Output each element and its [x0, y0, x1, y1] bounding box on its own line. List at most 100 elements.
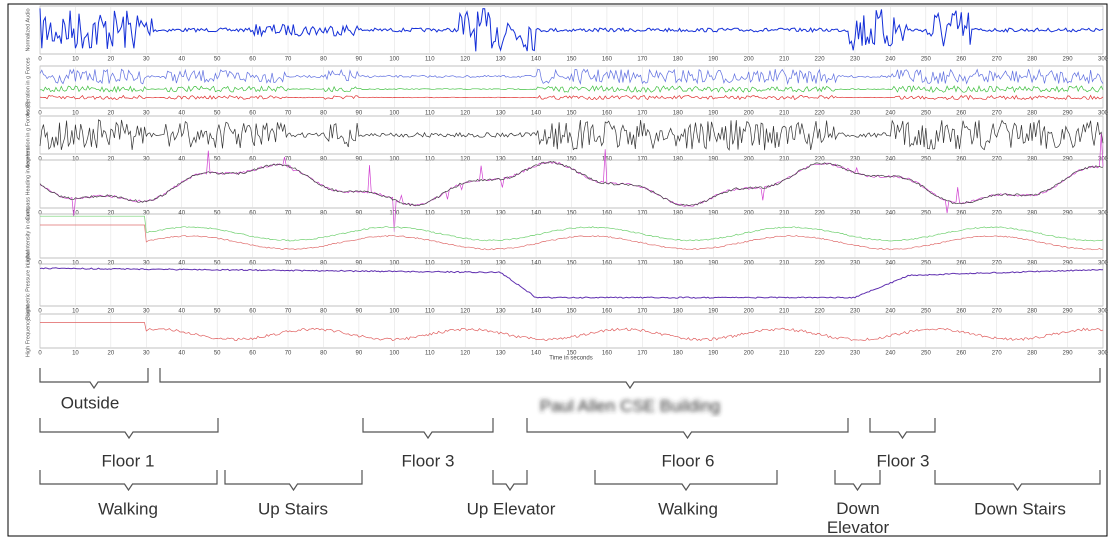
x-tick-label: 30: [143, 57, 150, 63]
x-tick-label: 30: [143, 261, 150, 267]
bracket: [526, 418, 849, 440]
x-tick-label: 250: [921, 57, 932, 63]
x-tick-label: 70: [285, 309, 292, 315]
x-tick-label: 280: [1027, 351, 1038, 357]
x-tick-label: 40: [178, 309, 185, 315]
x-tick-label: 190: [708, 157, 719, 163]
x-tick-label: 10: [72, 157, 79, 163]
x-tick-label: 110: [425, 57, 435, 63]
annotation-label: Up Stairs: [258, 499, 328, 518]
annotation-label: Outside: [61, 393, 120, 412]
x-tick-label: 190: [708, 261, 719, 267]
signal-trace: [39, 119, 1104, 151]
x-tick-label: 200: [744, 111, 755, 117]
x-tick-label: 140: [531, 309, 542, 315]
x-tick-label: 90: [356, 309, 363, 315]
x-tick-label: 260: [956, 309, 967, 315]
x-tick-label: 300: [1098, 157, 1109, 163]
bracket: [39, 368, 149, 390]
x-tick-label: 260: [956, 111, 967, 117]
signal-trace: [39, 267, 1104, 299]
x-tick-label: 10: [72, 211, 79, 217]
x-tick-label: 210: [779, 57, 790, 63]
x-tick-label: 270: [992, 261, 1003, 267]
x-tick-label: 30: [143, 309, 150, 315]
bracket: [39, 470, 218, 492]
signal-trace: [40, 322, 1104, 341]
x-tick-label: 260: [956, 261, 967, 267]
x-tick-label: 150: [566, 261, 577, 267]
annotation-label: Up Elevator: [467, 499, 556, 518]
x-tick-label: 270: [992, 111, 1003, 117]
x-tick-label: 290: [1063, 261, 1074, 267]
x-tick-label: 290: [1063, 157, 1074, 163]
x-tick-label: 250: [921, 211, 932, 217]
bracket: [492, 470, 528, 492]
x-tick-label: 120: [460, 211, 471, 217]
x-tick-label: 130: [496, 57, 507, 63]
x-tick-label: 80: [320, 211, 327, 217]
annotation-label: Walking: [658, 499, 718, 518]
x-tick-label: 120: [460, 111, 471, 117]
x-tick-label: 290: [1063, 57, 1074, 63]
x-tick-label: 160: [602, 111, 613, 117]
x-tick-label: 280: [1027, 211, 1038, 217]
x-tick-label: 60: [249, 157, 256, 163]
x-tick-label: 290: [1063, 211, 1074, 217]
x-tick-label: 140: [531, 211, 542, 217]
x-axis-label: Time in seconds: [549, 356, 592, 362]
x-tick-label: 60: [249, 261, 256, 267]
x-tick-label: 150: [566, 57, 577, 63]
x-tick-label: 270: [992, 351, 1003, 357]
x-tick-label: 80: [320, 309, 327, 315]
x-tick-label: 150: [566, 211, 577, 217]
x-tick-label: 240: [885, 351, 896, 357]
annotation-label: Paul Allen CSE Building: [540, 396, 721, 415]
x-tick-label: 40: [178, 261, 185, 267]
x-tick-label: 230: [850, 211, 861, 217]
bracket: [834, 470, 881, 492]
x-tick-label: 210: [779, 261, 790, 267]
x-tick-label: 90: [356, 111, 363, 117]
x-tick-label: 170: [637, 57, 648, 63]
x-tick-label: 220: [815, 57, 826, 63]
x-tick-label: 20: [108, 351, 115, 357]
x-tick-label: 140: [531, 157, 542, 163]
x-tick-label: 100: [389, 351, 400, 357]
x-tick-label: 220: [815, 111, 826, 117]
x-tick-label: 50: [214, 211, 221, 217]
x-tick-label: 80: [320, 111, 327, 117]
x-tick-label: 110: [425, 309, 435, 315]
x-tick-label: 110: [425, 157, 435, 163]
x-tick-label: 80: [320, 261, 327, 267]
x-tick-label: 10: [72, 57, 79, 63]
annotation-label: Down Stairs: [974, 499, 1066, 518]
x-tick-label: 270: [992, 57, 1003, 63]
x-tick-label: 100: [389, 211, 400, 217]
x-tick-label: 160: [602, 57, 613, 63]
x-tick-label: 10: [72, 351, 79, 357]
x-tick-label: 120: [460, 157, 471, 163]
x-tick-label: 100: [389, 157, 400, 163]
x-tick-label: 100: [389, 57, 400, 63]
bracket: [39, 418, 219, 440]
x-tick-label: 170: [637, 261, 648, 267]
x-tick-label: 190: [708, 351, 719, 357]
x-tick-label: 10: [72, 309, 79, 315]
x-tick-label: 20: [108, 309, 115, 315]
x-tick-label: 70: [285, 111, 292, 117]
x-tick-label: 70: [285, 211, 292, 217]
x-tick-label: 110: [425, 211, 435, 217]
x-tick-label: 80: [320, 351, 327, 357]
x-tick-label: 150: [566, 309, 577, 315]
x-tick-label: 90: [356, 351, 363, 357]
x-tick-label: 240: [885, 211, 896, 217]
x-tick-label: 240: [885, 111, 896, 117]
x-tick-label: 90: [356, 261, 363, 267]
x-tick-label: 300: [1098, 309, 1109, 315]
x-tick-label: 200: [744, 261, 755, 267]
x-tick-label: 290: [1063, 309, 1074, 315]
x-tick-label: 0: [38, 157, 42, 163]
bracket: [594, 470, 778, 492]
x-tick-label: 110: [425, 261, 435, 267]
